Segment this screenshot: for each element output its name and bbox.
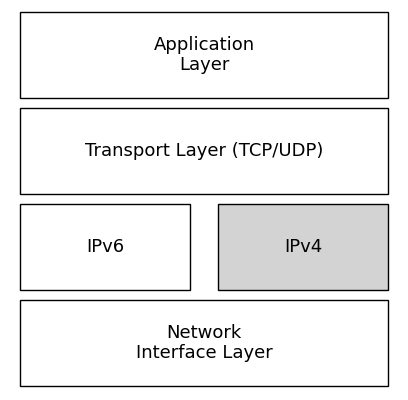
Text: IPv6: IPv6 (86, 238, 124, 256)
FancyBboxPatch shape (20, 300, 388, 386)
FancyBboxPatch shape (20, 12, 388, 98)
Text: IPv4: IPv4 (284, 238, 322, 256)
FancyBboxPatch shape (218, 204, 388, 290)
FancyBboxPatch shape (20, 108, 388, 194)
Text: Network
Interface Layer: Network Interface Layer (135, 324, 273, 362)
FancyBboxPatch shape (20, 204, 190, 290)
Text: Application
Layer: Application Layer (153, 36, 255, 74)
Text: Transport Layer (TCP/UDP): Transport Layer (TCP/UDP) (85, 142, 323, 160)
